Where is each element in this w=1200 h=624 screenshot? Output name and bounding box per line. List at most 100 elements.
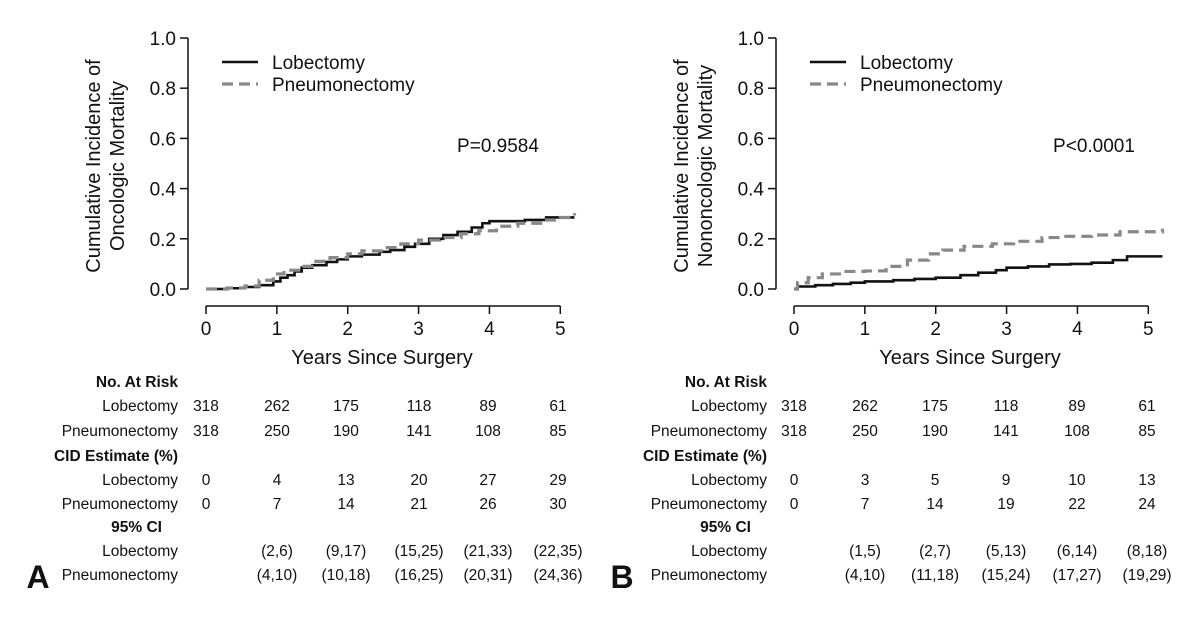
cid-table-header: CID Estimate (%): [54, 448, 178, 465]
table-row-label: Pneumonectomy: [651, 423, 768, 440]
y-tick-label: 0.0: [150, 280, 176, 301]
table-cell: 85: [549, 423, 566, 440]
x-tick-label: 0: [201, 319, 212, 340]
table-row-label: Lobectomy: [691, 398, 767, 415]
table-cell: (2,6): [261, 543, 293, 560]
table-cell: 0: [202, 472, 211, 489]
y-tick-label: 0.8: [150, 79, 176, 100]
table-cell: (24,36): [533, 567, 582, 584]
table-cell: 190: [333, 423, 359, 440]
y-tick-label: 0.4: [738, 180, 765, 201]
table-row-label: Lobectomy: [691, 543, 767, 560]
table-cell: 5: [931, 472, 940, 489]
p-value-annotation: P<0.0001: [1053, 136, 1135, 157]
table-cell: 318: [781, 398, 807, 415]
table-cell: (4,10): [257, 567, 298, 584]
table-cell: 61: [1138, 398, 1155, 415]
y-axis-title-line-1: Cumulative Incidence of: [83, 59, 105, 273]
x-tick-label: 1: [272, 319, 283, 340]
table-cell: (15,25): [394, 543, 443, 560]
x-axis-title: Years Since Surgery: [291, 347, 473, 369]
table-row-label: Lobectomy: [102, 472, 178, 489]
table-cell: 108: [1064, 423, 1090, 440]
x-tick-label: 4: [1072, 319, 1083, 340]
table-cell: 29: [549, 472, 566, 489]
table-cell: 9: [1002, 472, 1011, 489]
table-cell: 318: [193, 423, 219, 440]
y-tick-label: 0.6: [150, 129, 176, 150]
x-tick-label: 2: [930, 319, 941, 340]
legend-label-pneumonectomy: Pneumonectomy: [272, 75, 415, 96]
x-tick-label: 0: [789, 319, 800, 340]
table-cell: (20,31): [463, 567, 512, 584]
table-row-label: Pneumonectomy: [62, 496, 179, 513]
table-cell: (19,29): [1122, 567, 1171, 584]
x-tick-label: 2: [342, 319, 353, 340]
panel-a: 0.0 0.2 0.4 0.6 0.8 1.0 0 1 2 3 4 5 Years Since Surg…: [26, 29, 582, 595]
table-cell: 61: [549, 398, 566, 415]
table-cell: (6,14): [1057, 543, 1098, 560]
table-cell: (22,35): [533, 543, 582, 560]
table-cell: 3: [861, 472, 870, 489]
y-tick-label: 0.0: [738, 280, 764, 301]
y-axis-title-line-2: Nononcologic Mortality: [695, 65, 717, 267]
table-cell: 89: [1068, 398, 1085, 415]
x-axis-title: Years Since Surgery: [879, 347, 1061, 369]
x-tick-label: 5: [1143, 319, 1154, 340]
table-cell: 7: [273, 496, 282, 513]
y-tick-label: 1.0: [738, 29, 764, 50]
table-cell: 250: [264, 423, 290, 440]
panel-letter: B: [610, 559, 633, 595]
table-cell: 175: [333, 398, 359, 415]
y-axis-title-line-1: Cumulative Incidence of: [671, 59, 693, 273]
table-cell: 20: [410, 472, 428, 489]
table-cell: 89: [479, 398, 496, 415]
table-cell: 85: [1138, 423, 1155, 440]
y-tick-label: 0.4: [150, 180, 177, 201]
table-cell: 0: [790, 472, 799, 489]
table-cell: (10,18): [321, 567, 370, 584]
ci-table-header: 95% CI: [700, 519, 751, 536]
table-row-label: Pneumonectomy: [651, 496, 768, 513]
panel-b: 0.0 0.2 0.4 0.6 0.8 1.0 0 1 2 3 4 5 Years Since Surg…: [610, 29, 1171, 595]
table-cell: 13: [1138, 472, 1155, 489]
legend-label-lobectomy: Lobectomy: [860, 53, 953, 74]
x-tick-label: 3: [1001, 319, 1012, 340]
y-tick-label: 0.2: [150, 230, 176, 251]
x-tick-label: 3: [413, 319, 424, 340]
p-value-annotation: P=0.9584: [457, 136, 539, 157]
table-row-label: Pneumonectomy: [62, 423, 179, 440]
x-tick-label: 4: [484, 319, 495, 340]
table-row-label: Lobectomy: [691, 472, 767, 489]
table-cell: 190: [922, 423, 948, 440]
table-cell: (4,10): [845, 567, 886, 584]
legend-label-lobectomy: Lobectomy: [272, 53, 365, 74]
y-tick-label: 1.0: [150, 29, 176, 50]
table-row-label: Lobectomy: [102, 398, 178, 415]
series-line-lobectomy: [794, 255, 1163, 291]
ci-table-header: 95% CI: [111, 519, 162, 536]
y-tick-label: 0.8: [738, 79, 764, 100]
table-cell: 14: [926, 496, 944, 513]
table-cell: 175: [922, 398, 948, 415]
table-cell: 26: [479, 496, 496, 513]
table-cell: 14: [337, 496, 355, 513]
table-cell: (2,7): [919, 543, 951, 560]
risk-table-header: No. At Risk: [685, 374, 767, 391]
table-cell: (9,17): [326, 543, 367, 560]
table-cell: (1,5): [849, 543, 881, 560]
y-axis-title-line-2: Oncologic Mortality: [107, 81, 129, 251]
series-line-pneumonectomy: [206, 213, 577, 291]
table-cell: 118: [994, 398, 1019, 415]
table-cell: (17,27): [1052, 567, 1101, 584]
table-cell: 22: [1068, 496, 1085, 513]
table-cell: 4: [273, 472, 282, 489]
table-cell: 108: [475, 423, 501, 440]
y-tick-label: 0.6: [738, 129, 764, 150]
table-cell: 262: [264, 398, 290, 415]
panel-letter: A: [26, 559, 49, 595]
table-cell: (11,18): [911, 567, 959, 584]
table-cell: (5,13): [986, 543, 1027, 560]
series-line-pneumonectomy: [794, 228, 1165, 291]
